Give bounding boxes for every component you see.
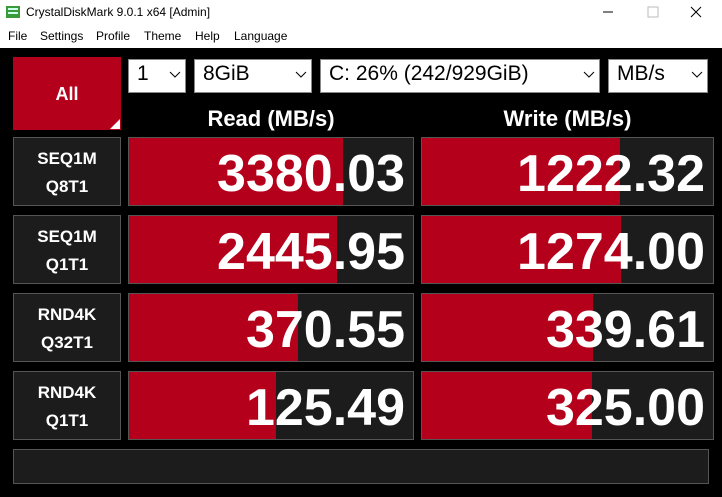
result-value: 370.55: [245, 301, 405, 359]
menu-item[interactable]: Help: [195, 29, 220, 43]
write-header: Write (MB/s): [503, 106, 632, 131]
drive-value: C: 26% (242/929GiB): [329, 62, 529, 85]
result-value: 3380.03: [217, 145, 405, 203]
menu-item[interactable]: Profile: [96, 29, 131, 43]
test-label-line: RND4K: [37, 383, 97, 402]
result-bar: [129, 372, 276, 439]
size-value: 8GiB: [203, 62, 250, 85]
count-select[interactable]: 1: [128, 59, 186, 93]
all-button[interactable]: All: [13, 57, 121, 130]
result-value: 1274.00: [517, 223, 705, 281]
result-value: 325.00: [545, 379, 705, 437]
test-label[interactable]: RND4K Q32T1: [13, 293, 121, 362]
test-label[interactable]: RND4K Q1T1: [13, 371, 121, 440]
window-buttons[interactable]: [590, 0, 722, 24]
app-icon: [6, 6, 20, 18]
write-result: 1222.32: [421, 137, 714, 206]
menu-item[interactable]: Settings: [40, 29, 84, 43]
test-label-line: Q8T1: [45, 177, 89, 196]
count-value: 1: [137, 62, 149, 85]
result-bar: [129, 138, 344, 205]
read-result: 3380.03: [128, 137, 414, 206]
test-label-line: SEQ1M: [37, 149, 97, 168]
read-header: Read (MB/s): [207, 106, 335, 131]
drive-select[interactable]: C: 26% (242/929GiB): [320, 59, 600, 93]
write-result: 339.61: [421, 293, 714, 362]
test-label-line: Q1T1: [45, 255, 89, 274]
window-title: CrystalDiskMark 9.0.1 x64 [Admin]: [26, 5, 211, 19]
test-label-line: RND4K: [37, 305, 97, 324]
menu-item[interactable]: File: [8, 29, 28, 43]
test-label-line: Q1T1: [45, 411, 89, 430]
result-bar: [129, 294, 298, 361]
test-label[interactable]: SEQ1M Q8T1: [13, 137, 121, 206]
result-value: 339.61: [545, 301, 705, 359]
unit-value: MB/s: [617, 62, 665, 85]
test-label[interactable]: SEQ1M Q1T1: [13, 215, 121, 284]
result-value: 125.49: [245, 379, 405, 437]
result-value: 2445.95: [217, 223, 405, 281]
menu-item[interactable]: Language: [234, 29, 288, 43]
all-button-label: All: [55, 84, 79, 104]
result-bar: [422, 216, 622, 283]
title-bar: CrystalDiskMark 9.0.1 x64 [Admin]: [0, 0, 722, 24]
result-value: 1222.32: [517, 145, 705, 203]
write-result: 325.00: [421, 371, 714, 440]
test-label-line: SEQ1M: [37, 227, 97, 246]
result-bar: [129, 216, 337, 283]
read-result: 2445.95: [128, 215, 414, 284]
read-result: 370.55: [128, 293, 414, 362]
corner-mark: [110, 119, 120, 129]
result-bar: [422, 372, 593, 439]
result-bar: [422, 138, 621, 205]
unit-select[interactable]: MB/s: [608, 59, 708, 93]
test-label-line: Q32T1: [41, 333, 93, 352]
result-bar: [422, 294, 594, 361]
write-result: 1274.00: [421, 215, 714, 284]
read-result: 125.49: [128, 371, 414, 440]
menu-bar: File Settings Profile Theme Help Language: [0, 24, 722, 48]
menu-item[interactable]: Theme: [144, 29, 182, 43]
status-bar: [13, 449, 709, 484]
size-select[interactable]: 8GiB: [194, 59, 312, 93]
